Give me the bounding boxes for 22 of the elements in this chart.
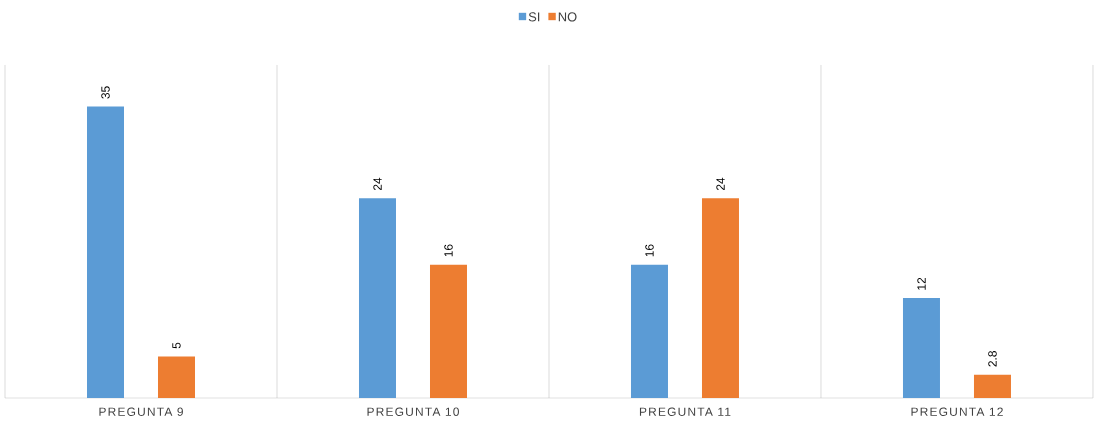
data-label: 5 bbox=[172, 342, 181, 349]
data-label: 24 bbox=[716, 177, 725, 191]
data-label: 24 bbox=[373, 177, 382, 191]
data-label: 12 bbox=[917, 277, 926, 290]
x-tick-label: PREGUNTA 12 bbox=[911, 407, 1003, 416]
x-tick-label: PREGUNTA 10 bbox=[367, 407, 459, 416]
bar bbox=[429, 264, 467, 398]
bar bbox=[973, 374, 1011, 398]
data-label: 2.8 bbox=[988, 351, 997, 367]
data-label: 35 bbox=[101, 86, 110, 99]
bar bbox=[902, 298, 940, 398]
bar bbox=[630, 264, 668, 398]
legend-label: NO bbox=[558, 12, 577, 22]
bar bbox=[87, 106, 124, 398]
x-tick-label: PREGUNTA 9 bbox=[99, 407, 183, 416]
data-label: 16 bbox=[444, 244, 453, 257]
data-label: 16 bbox=[645, 244, 654, 257]
legend-label: SI bbox=[528, 12, 540, 22]
bar bbox=[358, 198, 396, 398]
x-tick-label: PREGUNTA 11 bbox=[639, 407, 731, 416]
bar bbox=[701, 198, 739, 398]
bar bbox=[158, 356, 195, 398]
